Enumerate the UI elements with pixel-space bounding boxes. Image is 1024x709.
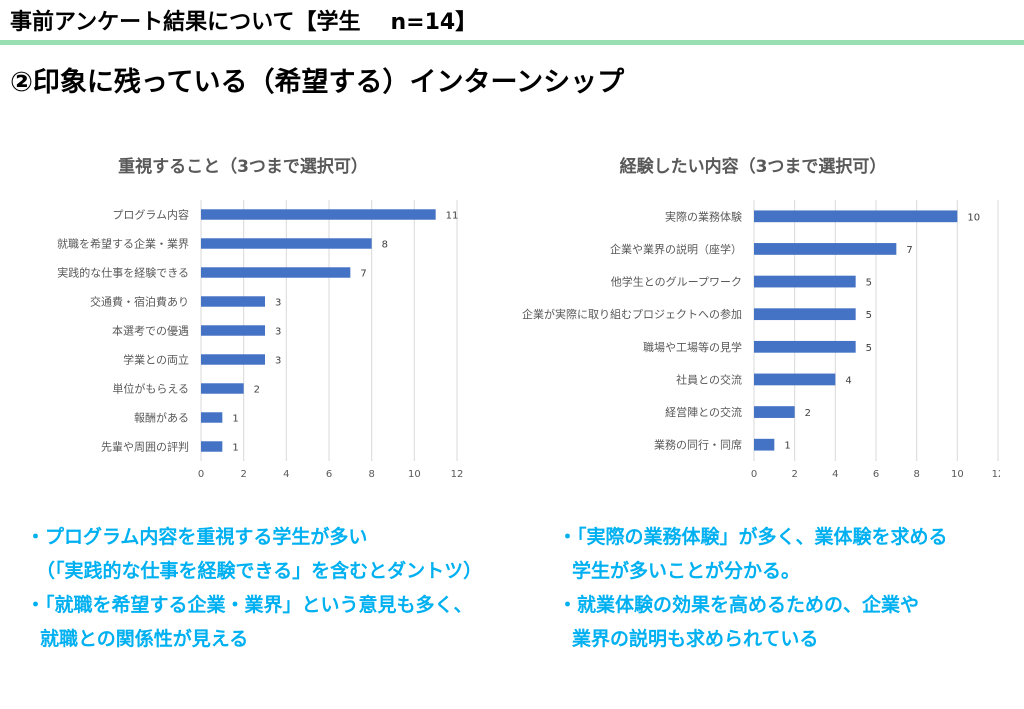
- value-label: 11: [446, 211, 459, 222]
- bar: [754, 243, 897, 255]
- header-title-main: 事前アンケート結果について【学生: [10, 10, 361, 35]
- x-tick-label: 2: [240, 469, 246, 480]
- summary-right-line-2: 学生が多いことが分かる。: [572, 560, 801, 582]
- bar: [201, 209, 436, 220]
- header-title-n: n=14】: [390, 10, 478, 35]
- chart-0-title: 重視すること（3つまで選択可）: [118, 156, 368, 177]
- value-label: 3: [275, 356, 281, 367]
- bar: [754, 275, 856, 288]
- bar: [201, 238, 372, 249]
- summary-right-line-3: ・就業体験の効果を高めるための、企業や: [558, 594, 920, 616]
- value-label: 5: [866, 310, 872, 321]
- chart-1-title: 経験したい内容（3つまで選択可）: [620, 156, 887, 177]
- x-tick-label: 10: [951, 469, 964, 480]
- chart-importance: 重視すること（3つまで選択可） 0 2 4 6 8 10 12 プログラム内容 11 就職を希望する…: [10, 148, 490, 498]
- value-label: 1: [232, 414, 238, 425]
- summary-right-line-1: ・「実際の業務体験」が多く、業体験を求める: [558, 526, 948, 548]
- category-label: プログラム内容: [112, 208, 189, 222]
- category-label: 実践的な仕事を経験できる: [57, 266, 189, 280]
- x-tick-label: 8: [913, 469, 919, 480]
- x-tick-label: 4: [832, 469, 838, 480]
- category-label: 交通費・宿泊費あり: [90, 295, 189, 309]
- x-tick-label: 0: [751, 469, 757, 480]
- x-tick-label: 8: [368, 469, 374, 480]
- summary-left-line-2: （「実践的な仕事を経験できる」を含むとダントツ）: [36, 560, 483, 582]
- value-label: 8: [382, 240, 388, 251]
- x-tick-label: 2: [791, 469, 797, 480]
- category-label: 実際の業務体験: [665, 209, 742, 223]
- x-tick-label: 6: [326, 469, 332, 480]
- summary-left-line-4: 就職との関係性が見える: [40, 628, 249, 650]
- bar: [201, 354, 265, 365]
- summary-left-line-3: ・「就職を希望する企業・業界」という意見も多く、: [26, 594, 473, 616]
- bar: [201, 383, 244, 394]
- bar: [201, 412, 223, 423]
- category-label: 社員との交流: [676, 372, 742, 386]
- value-label: 7: [906, 245, 912, 256]
- value-label: 1: [232, 443, 238, 454]
- bar: [754, 406, 795, 418]
- category-label: 職場や工場等の見学: [643, 340, 742, 354]
- value-label: 3: [275, 327, 281, 338]
- summary-left-line-1: ・プログラム内容を重視する学生が多い: [26, 526, 368, 548]
- summary-left: ・プログラム内容を重視する学生が多い （「実践的な仕事を経験できる」を含むとダン…: [26, 520, 482, 656]
- value-label: 3: [275, 298, 281, 309]
- chart-desired-content: 経験したい内容（3つまで選択可）024681012実際の業務体験10企業や業界の…: [520, 148, 1000, 498]
- x-tick-label: 4: [283, 469, 289, 480]
- bar: [201, 441, 223, 452]
- bar: [754, 373, 836, 386]
- category-label: 企業や業界の説明（座学）: [610, 242, 742, 256]
- value-label: 5: [866, 343, 872, 354]
- bar: [201, 325, 265, 336]
- page-title: ②印象に残っている（希望する）インターンシップ: [10, 67, 625, 98]
- value-label: 7: [360, 269, 366, 280]
- category-label: 就職を希望する企業・業界: [57, 237, 189, 251]
- chart-desired-content-svg: 経験したい内容（3つまで選択可）024681012実際の業務体験10企業や業界の…: [522, 156, 1000, 480]
- bar: [201, 267, 351, 278]
- header-title: 事前アンケート結果について【学生 n=14】: [10, 4, 477, 36]
- category-label: 単位がもらえる: [112, 382, 189, 396]
- category-label: 学業との両立: [123, 353, 189, 367]
- x-tick-label: 12: [451, 469, 464, 480]
- category-label: 他学生とのグループワーク: [611, 275, 742, 289]
- bar: [754, 438, 775, 451]
- category-label: 先輩や周囲の評判: [101, 440, 189, 454]
- value-label: 4: [845, 375, 851, 386]
- header-divider: [0, 40, 1024, 45]
- value-label: 5: [866, 278, 872, 289]
- category-label: 本選考での優遇: [112, 324, 189, 338]
- x-tick-label: 12: [992, 469, 1000, 480]
- x-tick-label: 10: [408, 469, 421, 480]
- category-label: 経営陣との交流: [665, 405, 742, 419]
- value-label: 10: [967, 212, 980, 223]
- x-tick-label: 6: [873, 469, 879, 480]
- summary-right-line-4: 業界の説明も求められている: [572, 628, 819, 650]
- summary-right: ・「実際の業務体験」が多く、業体験を求める 学生が多いことが分かる。 ・就業体験…: [558, 520, 948, 656]
- category-label: 企業が実際に取り組むプロジェクトへの参加: [522, 307, 742, 321]
- category-label: 報酬がある: [134, 411, 189, 425]
- x-tick-label: 0: [198, 469, 204, 480]
- value-label: 2: [805, 408, 811, 419]
- value-label: 1: [784, 441, 790, 452]
- bar: [754, 210, 958, 223]
- bar: [754, 340, 856, 353]
- value-label: 2: [254, 385, 260, 396]
- category-label: 業務の同行・同席: [654, 438, 742, 452]
- bar: [754, 308, 856, 321]
- bar: [201, 296, 265, 307]
